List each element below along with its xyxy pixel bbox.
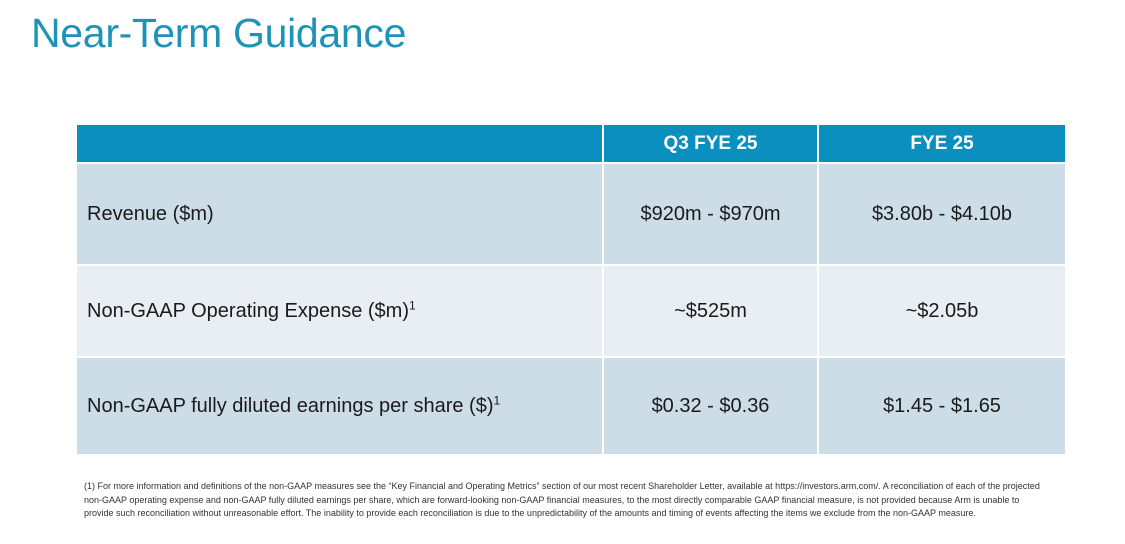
footnote-text: (1) For more information and definitions… bbox=[84, 481, 1040, 518]
opex-q3-value: ~$525m bbox=[602, 264, 819, 358]
revenue-q3-value: $920m - $970m bbox=[602, 162, 819, 266]
opex-fye-value: ~$2.05b bbox=[817, 264, 1065, 358]
table-row: Non-GAAP fully diluted earnings per shar… bbox=[77, 356, 1065, 454]
table-row: Revenue ($m) $920m - $970m $3.80b - $4.1… bbox=[77, 162, 1065, 266]
header-empty-cell bbox=[77, 125, 604, 164]
row-label-cell: Non-GAAP Operating Expense ($m)1 bbox=[77, 264, 604, 358]
header-q3-fye25: Q3 FYE 25 bbox=[602, 125, 819, 164]
page-title: Near-Term Guidance bbox=[31, 10, 407, 56]
row-label-cell: Non-GAAP fully diluted earnings per shar… bbox=[77, 356, 604, 454]
guidance-table: Q3 FYE 25 FYE 25 Revenue ($m) $920m - $9… bbox=[77, 125, 1065, 454]
eps-fye-value: $1.45 - $1.65 bbox=[817, 356, 1065, 454]
eps-q3-value: $0.32 - $0.36 bbox=[602, 356, 819, 454]
table-row: Non-GAAP Operating Expense ($m)1 ~$525m … bbox=[77, 264, 1065, 358]
header-fye25: FYE 25 bbox=[817, 125, 1065, 164]
footnote-ref: 1 bbox=[493, 392, 501, 407]
revenue-fye-value: $3.80b - $4.10b bbox=[817, 162, 1065, 266]
table-header-row: Q3 FYE 25 FYE 25 bbox=[77, 125, 1065, 164]
footnote-ref: 1 bbox=[409, 297, 416, 312]
row-label-eps: Non-GAAP fully diluted earnings per shar… bbox=[87, 394, 494, 417]
row-label-cell: Revenue ($m) bbox=[77, 162, 604, 266]
row-label-opex: Non-GAAP Operating Expense ($m) bbox=[87, 299, 410, 322]
row-label-revenue: Revenue ($m) bbox=[87, 202, 214, 225]
